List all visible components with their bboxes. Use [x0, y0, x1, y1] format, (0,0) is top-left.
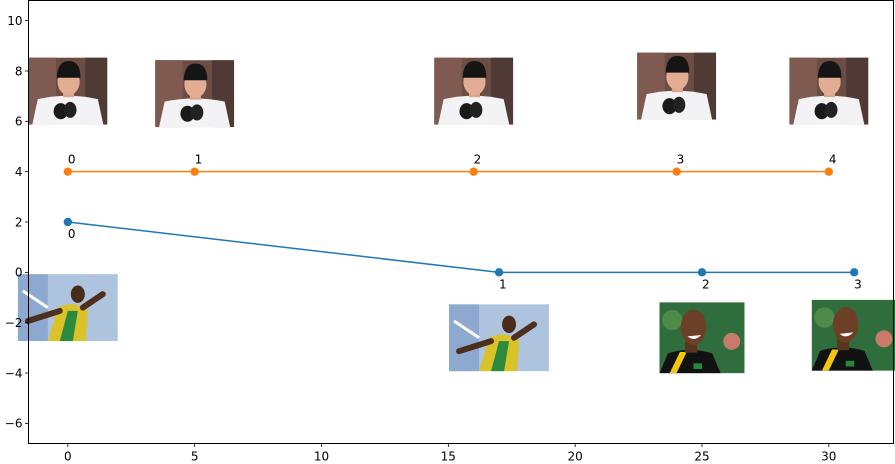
x-tick-label: 0: [64, 450, 72, 464]
series-1-point: [672, 167, 681, 176]
series-0-point: [697, 268, 707, 277]
series-0-point: [494, 268, 504, 277]
sprinter-in-green-and-yellow-thumbnail: [17, 274, 118, 342]
sprinter-smiling-thumbnail: [659, 302, 745, 374]
man-in-black-beanie-thumbnail: [789, 57, 869, 125]
series-1-point-label: 4: [829, 153, 837, 167]
series-0-point-label: 2: [702, 277, 710, 291]
y-tick-label: 0: [15, 266, 23, 280]
x-tick-label: 10: [314, 450, 329, 464]
y-tick-label: −6: [5, 417, 23, 431]
plot-frame: [28, 0, 894, 444]
y-tick-label: 2: [15, 215, 23, 229]
y-tick-label: 4: [15, 165, 23, 179]
series-1-point-label: 0: [68, 153, 76, 167]
x-tick-label: 15: [441, 450, 456, 464]
y-tick-label: −4: [5, 366, 23, 380]
series-0-line: [67, 221, 855, 274]
marker-layer: [63, 167, 859, 277]
series-0-point: [849, 268, 859, 277]
series-0-point: [63, 217, 73, 227]
x-tick-label: 5: [191, 450, 199, 464]
man-in-black-beanie-thumbnail: [434, 57, 514, 125]
series-0-point-label: 1: [499, 277, 507, 291]
y-tick-label: 10: [7, 14, 22, 28]
x-tick-label: 30: [821, 450, 836, 464]
sprinter-smiling-thumbnail: [811, 299, 895, 371]
series-1-point-label: 1: [195, 153, 203, 167]
x-tick-label: 20: [568, 450, 583, 464]
x-tick-label: 25: [694, 450, 709, 464]
y-tick-label: 6: [15, 115, 23, 129]
sprinter-in-green-and-yellow-thumbnail: [449, 304, 550, 372]
series-1-point: [63, 167, 73, 176]
man-in-black-beanie-thumbnail: [637, 52, 717, 120]
point-label-layer: 0 1 2 3 0 1 2 3 4: [68, 153, 862, 292]
y-tick-label: −2: [5, 316, 23, 330]
y-tick-label: 8: [15, 64, 23, 78]
man-in-black-beanie-thumbnail: [155, 60, 235, 128]
series-1-point-label: 2: [474, 153, 482, 167]
series-1-point: [190, 167, 199, 176]
series-1-point: [469, 167, 478, 176]
series-1-point-label: 3: [677, 153, 685, 167]
thumbnail-layer: [17, 52, 895, 374]
series-0-point-label: 3: [854, 277, 862, 291]
series-0-point-label: 0: [68, 227, 76, 241]
series-1-point: [824, 167, 834, 176]
man-in-black-beanie-thumbnail: [28, 57, 108, 125]
